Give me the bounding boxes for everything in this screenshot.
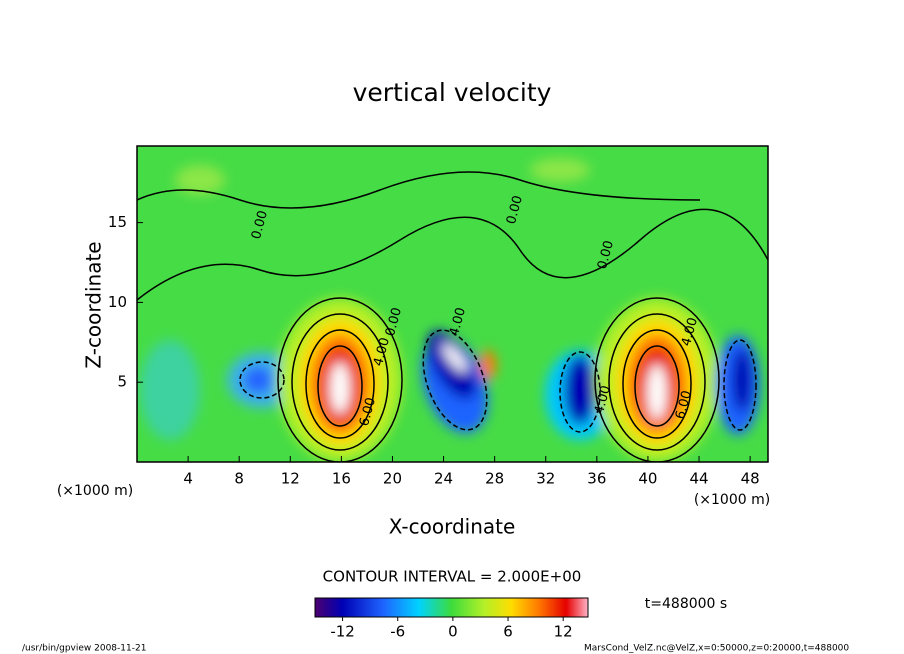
contour-label: 4.00 (447, 306, 469, 338)
colorbar (314, 597, 589, 618)
x-tick-label: 28 (485, 470, 504, 488)
contour-label: 6.00 (357, 396, 379, 428)
x-tick-label: 24 (434, 470, 453, 488)
contour-label: 4.00 (371, 336, 393, 368)
x-tick-label: 40 (638, 470, 657, 488)
colorbar-tick-label: 12 (554, 623, 573, 641)
x-tick-label: 44 (689, 470, 708, 488)
contour-label: 0.00 (504, 194, 526, 226)
y-tick-label: 10 (108, 293, 127, 311)
colorbar-tick-label: 0 (448, 623, 458, 641)
contour-label: 0.00 (383, 306, 405, 338)
x-tick-label: 16 (332, 470, 351, 488)
x-tick-label: 12 (281, 470, 300, 488)
x-tick-label: 4 (183, 470, 193, 488)
contour-interval: CONTOUR INTERVAL = 2.000E+00 (323, 568, 582, 586)
contour-label: 6.00 (673, 389, 695, 421)
x-tick-label: 48 (741, 470, 760, 488)
x-unit-right: (×1000 m) (694, 492, 770, 508)
x-axis-label: X-coordinate (389, 515, 516, 539)
chart-title: vertical velocity (353, 78, 552, 107)
x-unit-left: (×1000 m) (57, 483, 133, 499)
x-tick-label: 32 (536, 470, 555, 488)
contour-field (137, 146, 768, 462)
contour-label: 0.00 (595, 239, 617, 271)
x-tick-label: 8 (234, 470, 244, 488)
y-tick-label: 15 (108, 213, 127, 231)
footer-left: /usr/bin/gpview 2008-11-21 (22, 644, 146, 654)
colorbar-tick-label: -12 (330, 623, 355, 641)
colorbar-tick-label: 6 (503, 623, 513, 641)
y-axis-label: Z-coordinate (82, 241, 106, 368)
contour-label: 4.00 (679, 316, 701, 348)
x-tick-label: 36 (587, 470, 606, 488)
contour-label: 4.00 (592, 384, 614, 416)
y-tick-label: 5 (117, 373, 127, 391)
footer-right: MarsCond_VelZ.nc@VelZ,x=0:50000,z=0:2000… (584, 644, 849, 654)
x-tick-label: 20 (383, 470, 402, 488)
plot-frame (136, 145, 769, 463)
colorbar-tick-label: -6 (390, 623, 405, 641)
time-label: t=488000 s (645, 596, 727, 612)
contour-label: 0.00 (249, 209, 271, 241)
